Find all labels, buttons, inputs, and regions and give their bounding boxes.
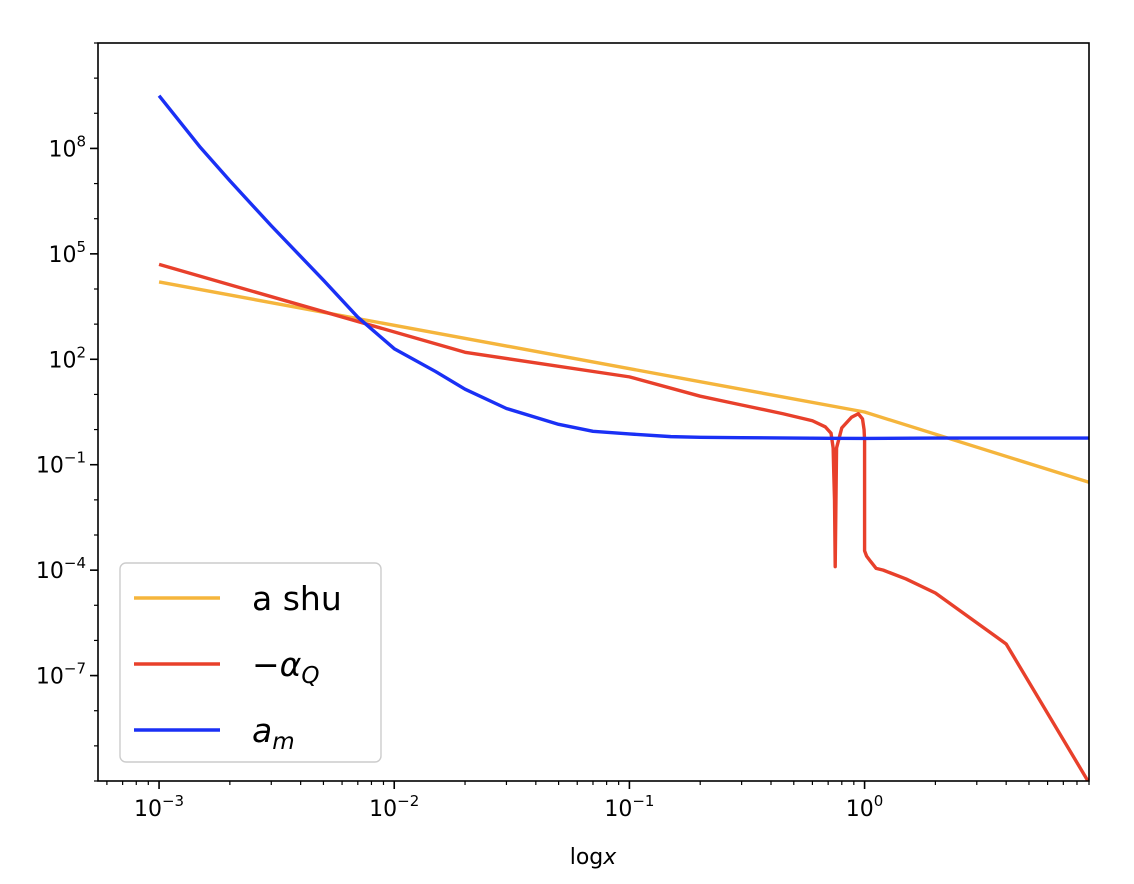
x-axis-label: logx [570,845,618,870]
x-axis-label-prefix: log [570,845,604,870]
y-tick-label-6: 108 [48,132,86,162]
x-tick-label-1: 10−3 [134,792,184,822]
y-tick-label-2: 10−4 [36,554,86,584]
y-tick-label-5: 105 [48,238,86,268]
y-tick-label-3: 10−1 [36,449,86,479]
series-line-1 [158,280,1089,484]
x-tick-label-2: 10−2 [369,792,419,822]
series-line-3 [157,94,1089,441]
legend-label-3: am [252,711,295,755]
series-layer [157,94,1089,781]
tick-layer: 10−3 10−2 10−1 100 10−7 10−4 10−1 102 105 108 [36,42,1090,822]
legend: a shu −αQ am [119,562,382,763]
series-line-2 [158,262,1089,781]
y-tick-label-4: 102 [48,343,86,373]
x-axis-label-var: x [602,845,617,870]
x-tick-label-4: 100 [846,792,884,822]
legend-label-2: −αQ [252,645,320,689]
legend-label-1: a shu [252,579,342,618]
legend-box [119,562,382,763]
x-tick-label-3: 10−1 [604,792,654,822]
y-tick-label-1: 10−7 [36,660,86,690]
